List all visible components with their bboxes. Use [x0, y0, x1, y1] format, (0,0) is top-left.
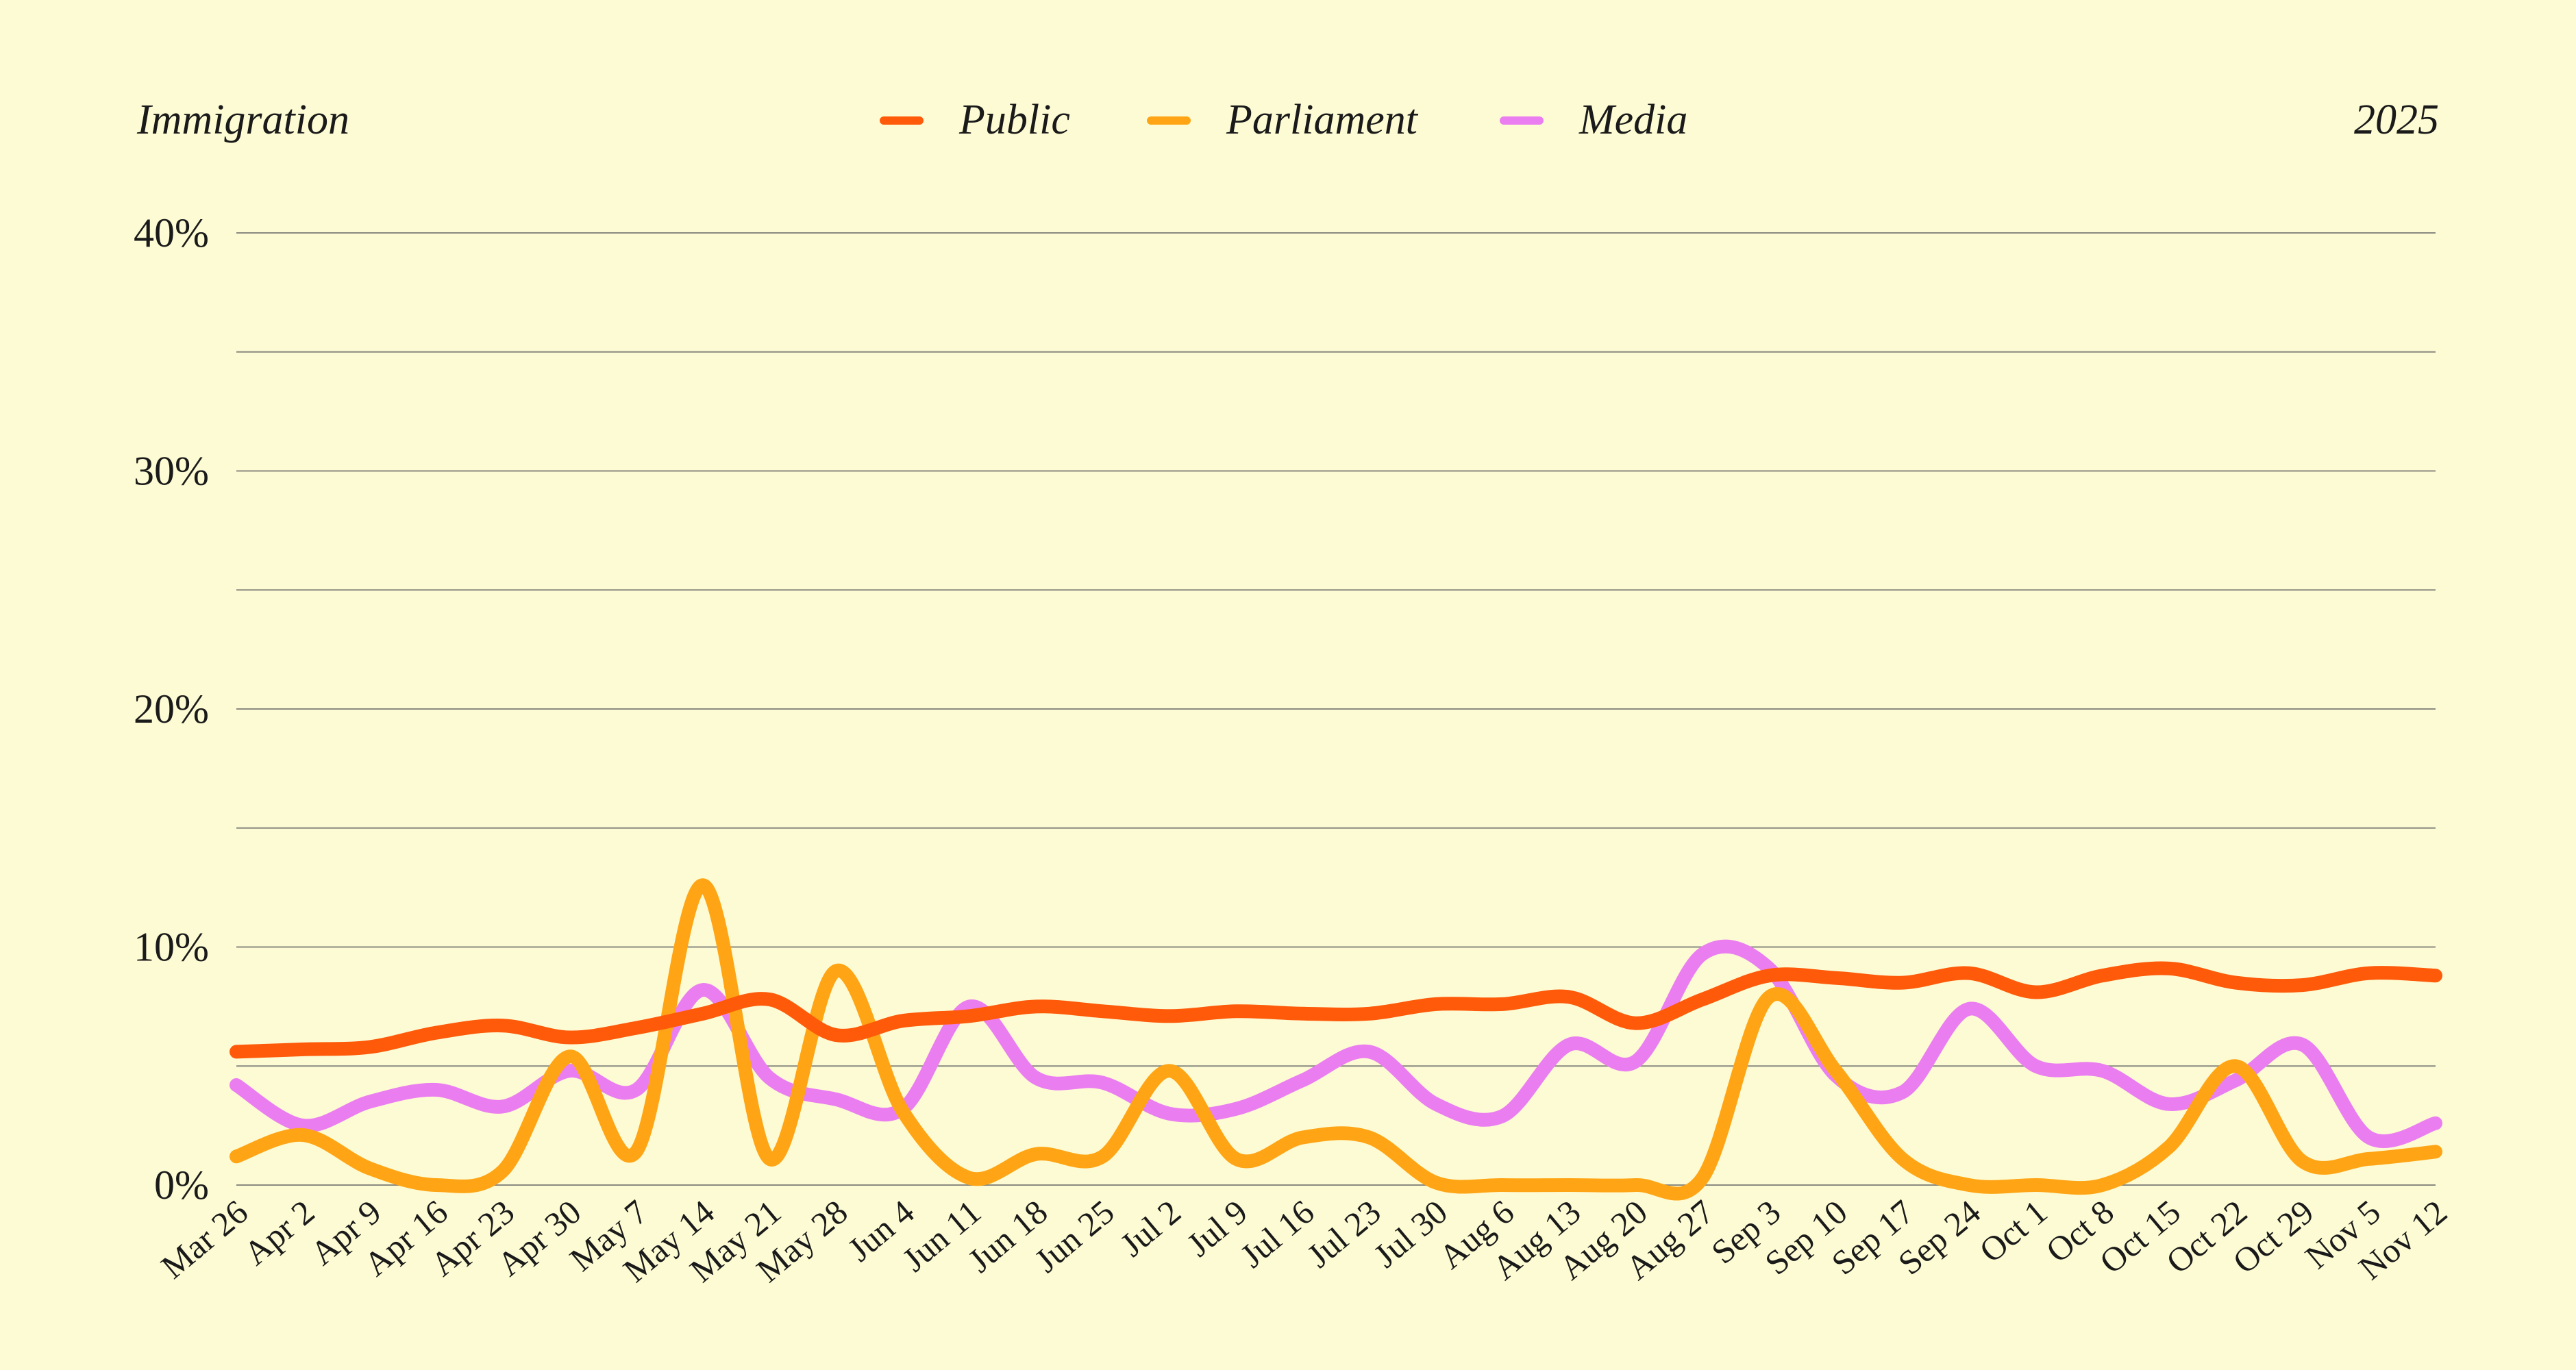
chart-title: Immigration: [136, 97, 349, 143]
chart-year: 2025: [2354, 97, 2439, 143]
y-tick-label: 40%: [134, 210, 209, 256]
legend-label-public: Public: [958, 97, 1070, 143]
x-tick-label: Oct 1: [1972, 1193, 2054, 1270]
series-lines: [230, 878, 2442, 1201]
series-line-public: [230, 961, 2442, 1059]
y-tick-label: 20%: [134, 686, 209, 732]
x-tick-label: Jun 25: [1028, 1193, 1122, 1280]
series-line-parliament: [230, 878, 2442, 1201]
y-tick-label: 10%: [134, 925, 209, 970]
x-tick-label: Jul 2: [1113, 1193, 1187, 1265]
x-tick-label: Jul 30: [1366, 1193, 1454, 1275]
y-axis-ticks: 0% 10% 20% 30% 40%: [134, 210, 209, 1208]
x-tick-label: Jul 23: [1300, 1193, 1388, 1275]
legend-label-parliament: Parliament: [1226, 97, 1419, 143]
y-tick-label: 0%: [154, 1162, 209, 1208]
legend-label-media: Media: [1578, 97, 1687, 143]
legend: Public Parliament Media: [880, 97, 1687, 143]
series-line-media: [230, 939, 2442, 1148]
y-tick-label: 30%: [134, 449, 209, 494]
x-tick-label: Jul 16: [1233, 1193, 1322, 1275]
x-tick-label: Apr 2: [236, 1193, 321, 1273]
